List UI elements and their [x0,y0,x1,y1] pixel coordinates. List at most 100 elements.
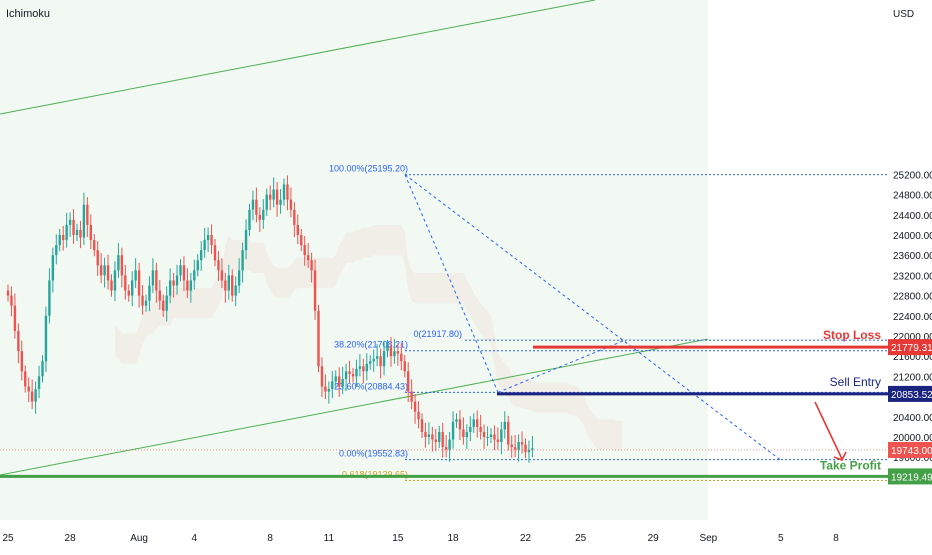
candle-body-99 [348,371,351,374]
candle-body-12 [48,280,51,316]
candle-body-49 [175,275,179,286]
candle-body-21 [79,229,82,238]
candle-body-84 [296,224,299,235]
candle-body-71 [251,199,255,210]
x-tick-12: 5 [778,533,784,544]
x-tick-0: 25 [2,533,14,544]
candle-body-117 [410,391,413,402]
channel-layer [0,0,709,476]
x-tick-11: Sep [699,533,717,544]
candle-body-147 [513,447,517,450]
candle-body-14 [55,245,58,256]
y-tick-14: 25200.00 [893,170,932,181]
candle-body-148 [517,442,520,450]
candle-body-104 [365,363,368,372]
x-tick-6: 15 [392,533,404,544]
candle-body-146 [510,444,513,448]
x-tick-1: 28 [65,533,77,544]
sell-arrow-head [833,451,847,462]
candle-body-8 [34,389,37,402]
candle-body-100 [351,373,355,377]
x-tick-8: 22 [520,533,532,544]
candle-body-10 [41,361,44,377]
candle-body-24 [89,224,92,241]
candle-body-68 [241,250,244,271]
candle-body-29 [106,265,110,281]
candle-body-92 [324,386,327,392]
candle-body-69 [244,229,248,251]
candle-body-90 [317,310,320,367]
candle-body-59 [210,235,213,246]
y-tick-9: 23200.00 [893,271,932,282]
candle-body-67 [237,270,241,286]
sell-entry-label: Sell Entry [830,375,881,389]
candle-body-19 [72,219,75,235]
last-price-tag: 19743.00 [891,446,932,457]
y-tick-1: 20000.00 [893,433,932,444]
candle-body-37 [134,270,137,281]
candle-body-13 [51,255,55,281]
sell-entry-price-tag-bg [888,385,932,402]
candle-body-115 [403,361,406,372]
x-tick-9: 25 [575,533,587,544]
candle-body-152 [531,448,534,450]
candle-body-38 [137,270,141,296]
y-tick-13: 24800.00 [893,191,932,202]
candle-body-94 [331,381,334,390]
candle-body-141 [493,434,496,440]
candle-body-126 [441,431,444,448]
candle-body-136 [476,419,479,427]
candle-body-76 [269,194,272,200]
x-tick-5: 11 [324,533,335,544]
fib-label-1: 38.20%(21708.21) [334,340,408,350]
candle-body-122 [427,434,431,437]
candle-body-18 [68,219,72,225]
fib-label-4: 0.618(19139.65) [342,469,408,479]
candle-body-40 [144,300,148,306]
candle-body-73 [258,214,262,220]
candle-body-2 [13,305,17,331]
candle-body-57 [203,240,206,251]
candle-body-4 [20,351,23,372]
candle-body-35 [127,290,130,296]
candle-body-105 [369,361,372,364]
currency-label: USD [893,9,914,20]
take-profit-price-tag-bg [888,468,932,485]
candle-body-34 [124,275,127,291]
candle-body-66 [234,285,237,296]
candle-body-129 [451,421,455,440]
candle-body-20 [75,229,79,235]
candle-body-64 [227,275,230,291]
candle-body-138 [482,431,486,437]
candle-body-70 [248,209,251,230]
candle-body-86 [303,245,306,256]
candle-body-111 [389,346,393,357]
channel-lower-line [0,338,709,476]
candle-body-0 [6,290,10,296]
candle-body-22 [82,204,86,238]
fib-trend-line-b [404,174,781,460]
candle-body-55 [196,260,199,271]
candle-body-140 [489,434,493,437]
candle-body-32 [117,255,120,271]
fib-label-5: 0(21917.80) [413,329,462,339]
candle-body-79 [279,199,282,205]
candle-body-112 [393,351,396,357]
x-tick-7: 18 [447,533,459,544]
candle-body-109 [382,351,386,367]
candle-body-45 [162,300,165,311]
candle-body-137 [479,426,482,432]
candle-body-114 [400,353,403,362]
candle-body-144 [503,421,506,430]
candle-body-128 [448,439,451,450]
candle-body-130 [455,419,458,422]
candle-body-103 [362,366,365,372]
stop-loss-price-tag: 21779.31 [891,343,932,354]
candle-body-127 [444,447,448,450]
candle-body-133 [465,431,469,437]
fib-label-2: 23.60%(20884.43) [334,381,408,391]
candle-body-116 [407,371,410,392]
candle-body-106 [372,358,375,362]
